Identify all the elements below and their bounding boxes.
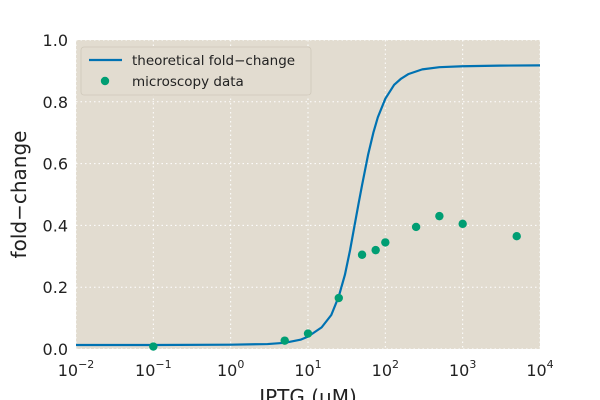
data-point [411,222,421,232]
x-tick-label: 102 [372,358,399,380]
data-point [512,232,521,241]
y-tick-labels: 0.0 0.2 0.4 0.6 0.8 1.0 [43,31,68,359]
data-point [458,219,467,229]
x-tick-labels: 10−2 10−1 100 101 102 103 104 [58,358,554,380]
x-tick-label: 104 [526,358,553,380]
legend-dot-swatch [100,76,110,86]
data-point [357,250,367,259]
data-point [280,336,289,345]
legend: theoretical fold−change microscopy data [80,46,312,96]
data-point [371,245,380,255]
y-tick-label: 0.6 [43,155,68,174]
legend-box [80,46,312,96]
x-tick-label: 10−1 [135,358,172,380]
legend-label-microscopy: microscopy data [132,74,244,90]
data-point [435,211,444,221]
data-series [76,64,541,351]
x-tick-label: 10−2 [58,358,95,380]
y-tick-label: 1.0 [43,31,68,50]
data-point [381,238,390,247]
theoretical-curve [76,64,541,347]
legend-label-theoretical: theoretical fold−change [132,53,295,69]
x-tick-label: 101 [294,358,321,380]
y-tick-label: 0.2 [43,278,68,297]
x-tick-label: 100 [217,358,244,380]
y-axis-title: fold−change [7,131,31,259]
y-tick-label: 0.4 [43,216,68,235]
y-tick-label: 0.8 [43,93,68,112]
x-axis-title: IPTG (μM) [259,385,357,400]
x-tick-label: 103 [449,358,476,380]
y-tick-label: 0.0 [43,340,68,359]
data-point [303,329,313,338]
data-point [149,342,158,351]
data-point [334,293,343,303]
